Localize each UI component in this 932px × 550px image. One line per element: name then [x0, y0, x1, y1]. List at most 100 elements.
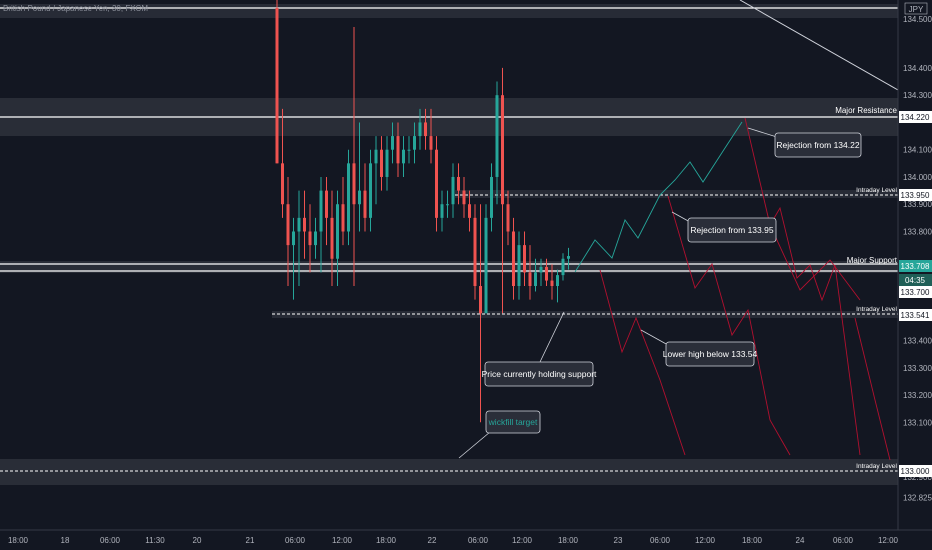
price-tag-box	[899, 189, 932, 201]
price-tag-box	[899, 260, 932, 272]
y-tick-label: 132.900	[903, 473, 932, 482]
x-tick-label: 23	[614, 536, 623, 545]
callout-text: Price currently holding support	[482, 369, 597, 379]
candle-body	[325, 190, 328, 218]
x-tick-label: 18	[61, 536, 70, 545]
candle-body	[297, 217, 301, 232]
level-label-intraday-bottom: Intraday Level	[856, 463, 897, 470]
candle-body	[567, 256, 570, 259]
price-tag-box	[899, 309, 932, 321]
callout-box	[484, 361, 594, 387]
projection-bearish-5	[854, 317, 891, 461]
candle-body	[418, 122, 422, 137]
y-tick-label: 133.200	[903, 391, 932, 400]
candle-body	[484, 217, 488, 314]
candle-body	[517, 245, 521, 287]
level-label-major-resistance: Major Resistance	[835, 106, 897, 115]
x-tick-label: 18:00	[8, 536, 29, 545]
callout-text: wickfill target	[488, 417, 538, 427]
x-tick-label: 11:30	[145, 536, 165, 545]
candle-body	[358, 190, 361, 205]
x-tick-label: 12:00	[332, 536, 353, 545]
level-lines	[0, 0, 899, 472]
x-ticks: 18:00 18 06:00 11:30 20 21 06:00 12:00 18:00 22 06…	[8, 536, 899, 545]
price-tag: 133.000	[901, 467, 930, 476]
level-label-major-support: Major Support	[847, 256, 898, 265]
callout-pointer	[539, 311, 565, 363]
y-tick-label: 134.000	[903, 173, 932, 182]
candle-body	[286, 204, 290, 246]
symbol-tag: JPY	[909, 5, 924, 14]
candle-body	[495, 95, 499, 177]
callout-pointer	[640, 329, 669, 346]
projection-bearish-2	[667, 195, 791, 456]
candle-body	[341, 204, 345, 232]
callout-pointer	[671, 211, 691, 223]
candle-body	[275, 7, 279, 164]
candles	[275, 0, 570, 423]
projection-bearish-4	[769, 224, 861, 301]
candle-body	[363, 190, 367, 218]
candle-body	[391, 136, 394, 150]
callouts: Rejection from 134.22 Rejection from 133…	[458, 127, 862, 459]
projection-bearish-3	[599, 269, 686, 456]
candle-body	[468, 204, 471, 218]
y-tick-label: 133.400	[903, 337, 932, 346]
price-tag: 04:35	[905, 276, 926, 285]
candle-body	[523, 245, 526, 273]
candle-body	[501, 95, 504, 205]
candle-body	[385, 149, 389, 177]
candle-body	[308, 231, 312, 246]
candle-body	[336, 204, 339, 259]
price-tag-box	[899, 111, 932, 123]
candle-body	[490, 176, 493, 218]
candle-body	[429, 136, 433, 150]
level-labels: Major Resistance Intraday Level Major Su…	[835, 106, 898, 470]
price-tag-box	[899, 286, 932, 298]
callout-text: Rejection from 133.95	[690, 225, 773, 235]
candle-body	[457, 176, 460, 191]
candle-body	[550, 280, 554, 287]
callout-text: Rejection from 134.22	[776, 140, 859, 150]
callout-holding-support: Price currently holding support	[482, 311, 597, 387]
candle-body	[479, 286, 482, 314]
trend-line	[739, 0, 899, 91]
candle-body	[556, 275, 559, 287]
callout-box	[774, 132, 862, 158]
level-label-intraday-upper: Intraday Level	[856, 187, 897, 194]
projections	[574, 117, 891, 461]
callout-rejection-13395: Rejection from 133.95	[671, 211, 777, 243]
candle-body	[369, 163, 372, 218]
x-tick-label: 18:00	[742, 536, 763, 545]
x-tick-label: 21	[246, 536, 255, 545]
callout-box	[485, 410, 541, 434]
y-tick-label: 134.400	[903, 64, 932, 73]
bottom-zone	[0, 459, 898, 485]
candle-body	[413, 136, 416, 150]
candle-body	[473, 217, 477, 287]
price-tag: 134.220	[901, 113, 930, 122]
candle-body	[512, 231, 515, 287]
price-tag-box	[899, 465, 932, 477]
x-tick-label: 06:00	[468, 536, 489, 545]
price-tag-box	[899, 274, 932, 286]
price-tag: 133.541	[901, 311, 930, 320]
candle-body	[314, 231, 317, 246]
candle-body	[451, 176, 455, 205]
candle-body	[407, 149, 411, 151]
callout-rejection-13422: Rejection from 134.22	[747, 127, 862, 158]
y-tick-label: 134.300	[903, 91, 932, 100]
callout-box	[665, 341, 755, 367]
candle-body	[374, 149, 378, 164]
candle-body	[352, 163, 356, 205]
candle-body	[319, 190, 323, 232]
candle-body	[528, 272, 532, 287]
candle-body	[402, 149, 405, 164]
candle-body	[303, 217, 306, 232]
candle-body	[330, 217, 334, 259]
candle-body	[534, 272, 537, 287]
chart-title: British Pound / Japanese Yen, 30, FXCM	[3, 4, 148, 13]
symbol-tag-box	[904, 2, 928, 15]
